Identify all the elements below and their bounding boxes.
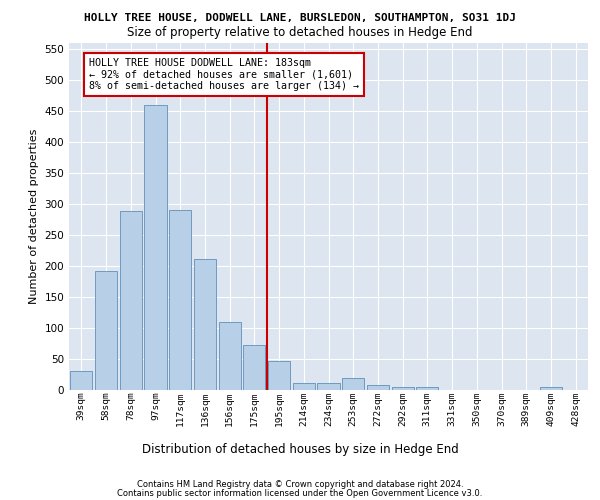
Text: Contains HM Land Registry data © Crown copyright and database right 2024.: Contains HM Land Registry data © Crown c… [137,480,463,489]
Bar [70,372,92,390]
Bar [145,104,167,390]
Bar [367,385,389,390]
Bar [317,382,340,390]
Bar [342,378,364,390]
Bar [268,362,290,390]
Text: Contains public sector information licensed under the Open Government Licence v3: Contains public sector information licen… [118,489,482,498]
Text: Size of property relative to detached houses in Hedge End: Size of property relative to detached ho… [127,26,473,39]
Y-axis label: Number of detached properties: Number of detached properties [29,128,39,304]
Bar [95,272,117,390]
Bar [243,344,265,390]
Bar [119,210,142,390]
Bar [293,382,315,390]
Text: Distribution of detached houses by size in Hedge End: Distribution of detached houses by size … [142,442,458,456]
Bar [218,322,241,390]
Text: HOLLY TREE HOUSE DODWELL LANE: 183sqm
← 92% of detached houses are smaller (1,60: HOLLY TREE HOUSE DODWELL LANE: 183sqm ← … [89,58,359,91]
Bar [416,387,439,390]
Bar [540,387,562,390]
Text: HOLLY TREE HOUSE, DODWELL LANE, BURSLEDON, SOUTHAMPTON, SO31 1DJ: HOLLY TREE HOUSE, DODWELL LANE, BURSLEDO… [84,12,516,22]
Bar [194,259,216,390]
Bar [392,387,414,390]
Bar [169,210,191,390]
